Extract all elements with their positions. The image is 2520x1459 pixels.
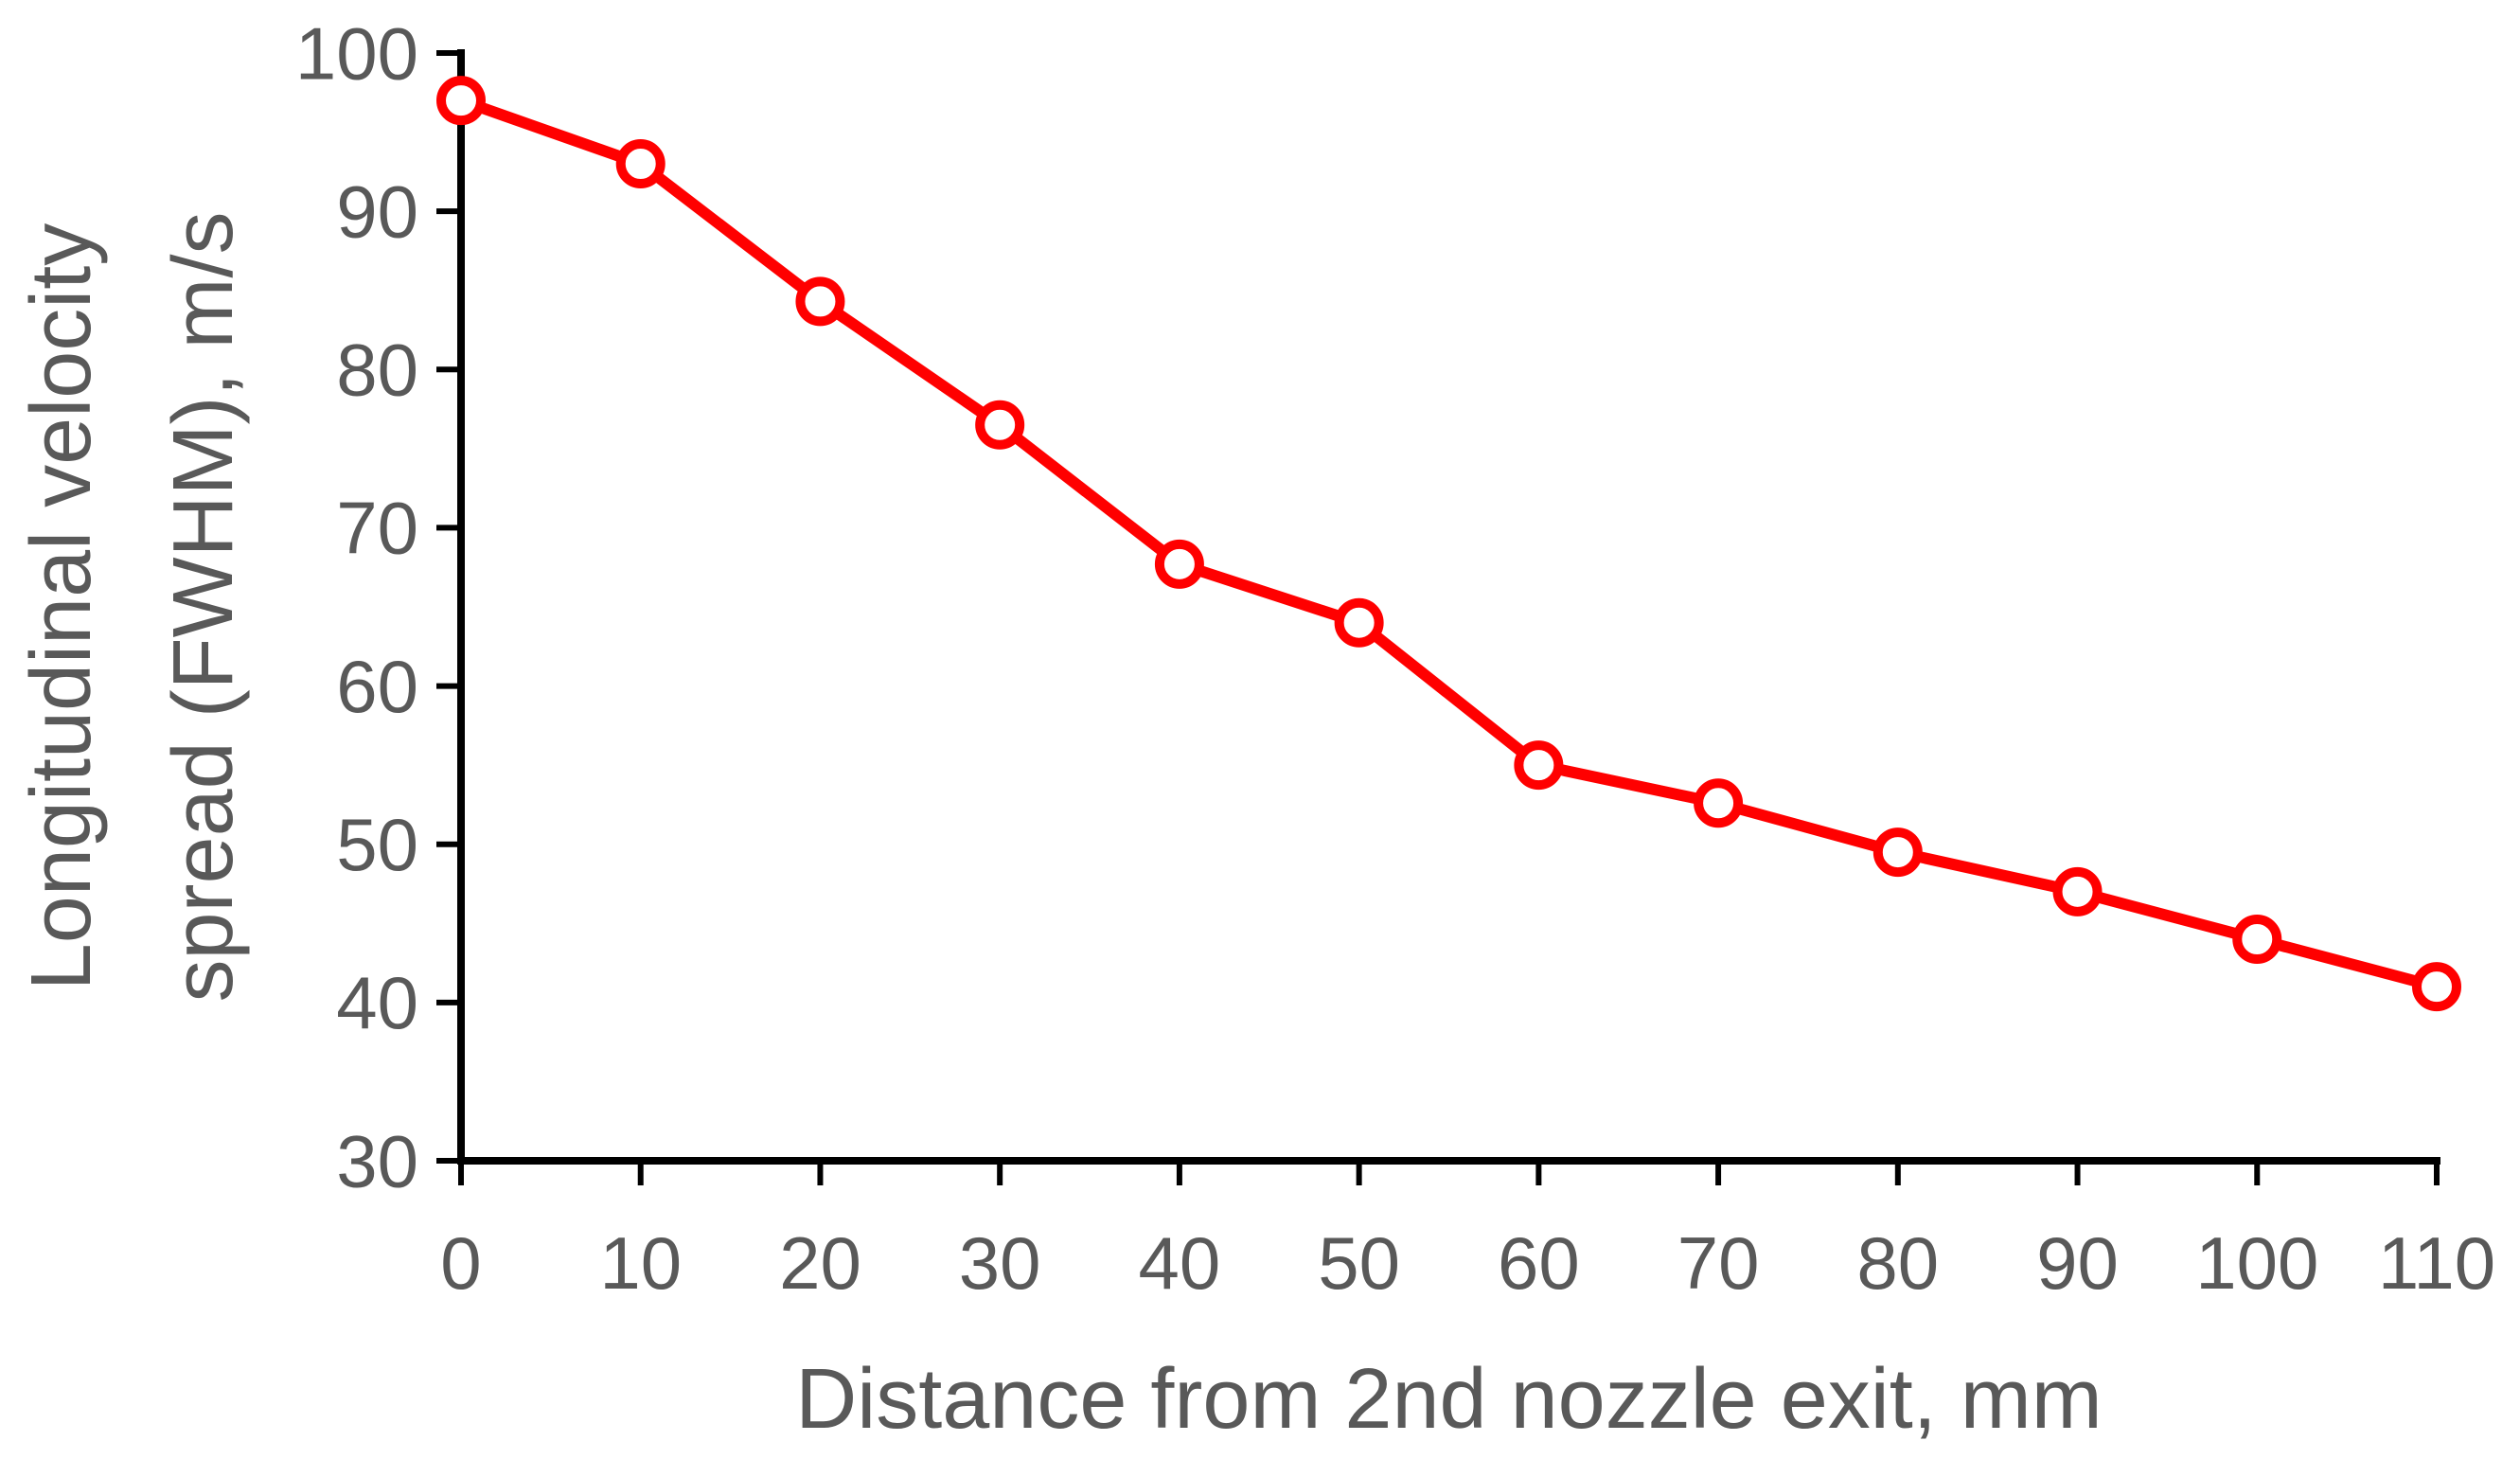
series-line (455, 95, 2442, 993)
data-point (2412, 962, 2461, 1012)
x-tick-label: 0 (440, 1221, 481, 1305)
y-tick-label: 50 (336, 803, 418, 886)
x-tick-label: 100 (2195, 1221, 2318, 1305)
x-tick-label: 30 (959, 1221, 1041, 1305)
data-point (615, 139, 665, 188)
data-point (1872, 827, 1923, 878)
y-tick-label: 100 (295, 11, 418, 95)
y-tick-label: 60 (336, 645, 418, 728)
x-tick-label: 40 (1139, 1221, 1221, 1305)
y-axis-label-line-1: Longitudinal velocity (14, 223, 109, 991)
data-point (1154, 539, 1204, 589)
x-tick-label: 70 (1677, 1221, 1760, 1305)
x-axis-ticks: 0 10 20 30 40 50 60 70 80 90 100 110 (440, 1161, 2495, 1305)
y-tick-label: 80 (336, 329, 418, 412)
x-axis-label: Distance from 2nd nozzle exit, mm (795, 1352, 2103, 1447)
x-tick-label: 10 (599, 1221, 682, 1305)
x-tick-label: 90 (2036, 1221, 2119, 1305)
x-tick-label: 50 (1318, 1221, 1400, 1305)
x-tick-label: 110 (2378, 1221, 2495, 1305)
y-axis-ticks: 30 40 50 60 70 80 90 100 (295, 11, 461, 1202)
data-point (1334, 597, 1384, 648)
x-tick-label: 20 (779, 1221, 861, 1305)
y-axis-label-line-2: spread (FWHM), m/s (156, 211, 251, 1002)
y-tick-label: 40 (336, 961, 418, 1044)
y-tick-label: 90 (336, 169, 418, 253)
data-point (1514, 740, 1564, 791)
data-point (2232, 915, 2282, 964)
series-layer (436, 76, 2461, 1012)
x-tick-label: 60 (1498, 1221, 1580, 1305)
y-tick-label: 30 (336, 1119, 418, 1202)
data-point (975, 400, 1025, 450)
data-point (795, 276, 845, 327)
y-tick-label: 70 (336, 487, 418, 570)
data-point (1694, 778, 1744, 828)
data-point (436, 76, 486, 126)
data-point (2052, 866, 2103, 916)
x-tick-label: 80 (1856, 1221, 1939, 1305)
